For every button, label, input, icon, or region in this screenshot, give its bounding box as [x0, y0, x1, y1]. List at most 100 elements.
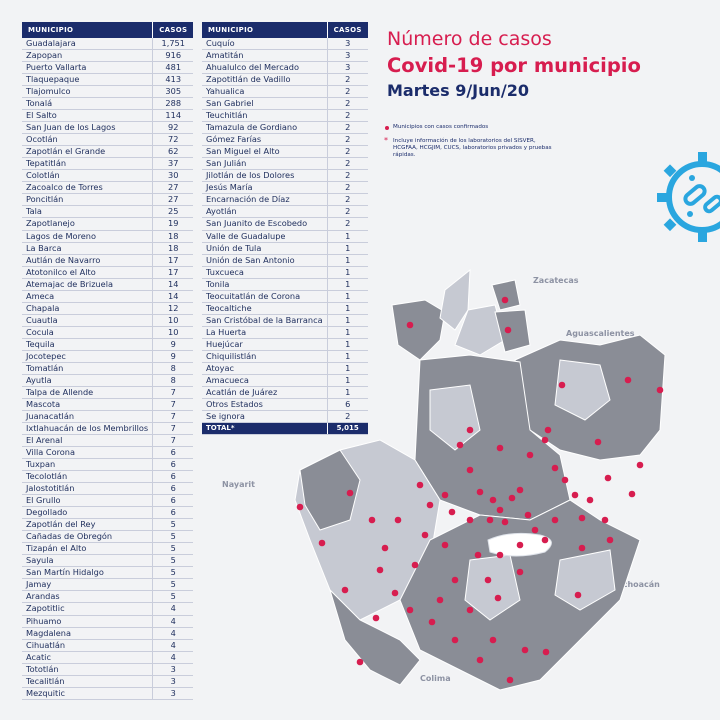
casos-count: 6 [152, 458, 194, 472]
table-row: Se ignora 2 [202, 410, 368, 424]
casos-count: 10 [152, 326, 194, 339]
municipio-name: San Cristóbal de la Barranca [202, 314, 328, 327]
municipio-name: Tuxpan [22, 458, 153, 472]
casos-count: 6 [152, 482, 194, 496]
asterisk-icon: * [384, 136, 388, 145]
case-dot [504, 326, 512, 334]
casos-count: 305 [152, 85, 194, 99]
case-dot [346, 489, 354, 497]
municipio-name: Arandas [22, 590, 153, 604]
municipio-name: Poncitlán [22, 193, 153, 207]
case-dot [436, 596, 444, 604]
municipio-name: Teocaltiche [202, 302, 328, 315]
casos-count: 5 [152, 554, 194, 568]
case-dot [296, 503, 304, 511]
casos-count: 1 [326, 254, 368, 267]
table-row: Guadalajara 1,751 [22, 38, 194, 51]
casos-count: 2 [326, 169, 368, 183]
case-dot [542, 648, 550, 656]
case-dot [551, 464, 559, 472]
table-row: Tuxpan 6 [22, 458, 194, 472]
case-dot [466, 606, 474, 614]
table-row: Talpa de Allende 7 [22, 386, 194, 399]
region-center-light [429, 384, 481, 451]
table-row: Mezquitic 3 [22, 687, 194, 700]
case-dot [441, 541, 449, 549]
table-row: Lagos de Moreno 18 [22, 230, 194, 243]
table-row: Zacoalco de Torres 27 [22, 181, 194, 195]
case-dots [296, 296, 664, 684]
municipio-name: Acatlán de Juárez [202, 386, 328, 399]
case-dot [501, 296, 509, 304]
casos-count: 27 [152, 181, 194, 195]
casos-count: 2 [326, 205, 368, 219]
municipio-name: Tototlán [22, 663, 153, 676]
legend-note-item: * Incluye información de los laboratorio… [384, 137, 553, 159]
municipio-name: Mascota [22, 398, 153, 411]
municipio-name: Cihuatlán [22, 639, 153, 652]
municipio-name: Tequila [22, 338, 153, 351]
table-row: San Martín Hidalgo 5 [22, 566, 194, 580]
table-row: Tizapán el Alto 5 [22, 542, 194, 556]
municipio-name: San Juanito de Escobedo [202, 217, 328, 231]
casos-count: 5 [152, 590, 194, 604]
case-dot [541, 436, 549, 444]
table-row: Zapotlanejo 19 [22, 217, 194, 231]
case-dot [456, 441, 464, 449]
case-dot [561, 476, 569, 484]
municipio-name: Se ignora [202, 410, 328, 424]
case-dot [428, 618, 436, 626]
casos-count: 2 [326, 217, 368, 231]
casos-count: 17 [152, 254, 194, 267]
municipio-name: San Julián [202, 157, 328, 171]
casos-count: 2 [326, 193, 368, 207]
municipio-name: Tepatitlán [22, 157, 153, 171]
municipio-name: Unión de San Antonio [202, 254, 328, 267]
table-row: Degollado 6 [22, 506, 194, 520]
municipio-name: Zacoalco de Torres [22, 181, 153, 195]
table-row: Zapotitlic 4 [22, 602, 194, 616]
municipio-name: Magdalena [22, 627, 153, 640]
municipio-name: Talpa de Allende [22, 386, 153, 399]
municipio-name: Zapotitlán de Vadillo [202, 73, 328, 87]
table-row: Jesús María 2 [202, 181, 368, 195]
casos-count: 37 [152, 157, 194, 171]
case-dot [489, 496, 497, 504]
region-north-colotlan [494, 309, 531, 353]
table-row: Cañadas de Obregón 5 [22, 530, 194, 544]
municipio-name: Cuautla [22, 314, 153, 327]
case-dot [494, 594, 502, 602]
case-dot [594, 438, 602, 446]
casos-count: 1 [326, 314, 368, 327]
case-dot [516, 568, 524, 576]
casos-count: 2 [326, 181, 368, 195]
municipio-name: Jocotepec [22, 350, 153, 363]
table-row: San Julián 2 [202, 157, 368, 171]
case-dot [426, 501, 434, 509]
casos-count: 1 [326, 290, 368, 303]
case-dot [656, 386, 664, 394]
case-dot [544, 426, 552, 434]
region-south-light [464, 554, 521, 621]
case-dot [516, 486, 524, 494]
casos-count: 1 [326, 350, 368, 363]
case-dot [394, 516, 402, 524]
table-row: El Arenal 7 [22, 434, 194, 448]
case-dot [486, 516, 494, 524]
case-dot [496, 444, 504, 452]
municipio-name: Jamay [22, 578, 153, 592]
municipio-name: Teuchitlán [202, 109, 328, 123]
state-label-aguascalientes: Aguascalientes [566, 329, 635, 338]
casos-count: 25 [152, 205, 194, 219]
municipio-name: Tecolotlán [22, 470, 153, 484]
table-row: Poncitlán 27 [22, 193, 194, 207]
casos-count: 4 [152, 651, 194, 664]
region-north-strip [439, 268, 471, 331]
state-label-michoacan: Michoacán [612, 580, 660, 589]
casos-count: 1 [326, 386, 368, 399]
casos-count: 1 [326, 278, 368, 291]
casos-count: 12 [152, 302, 194, 315]
municipio-name: Unión de Tula [202, 242, 328, 255]
table-row: Puerto Vallarta 481 [22, 61, 194, 75]
table-row: Zapopan 916 [22, 49, 194, 63]
